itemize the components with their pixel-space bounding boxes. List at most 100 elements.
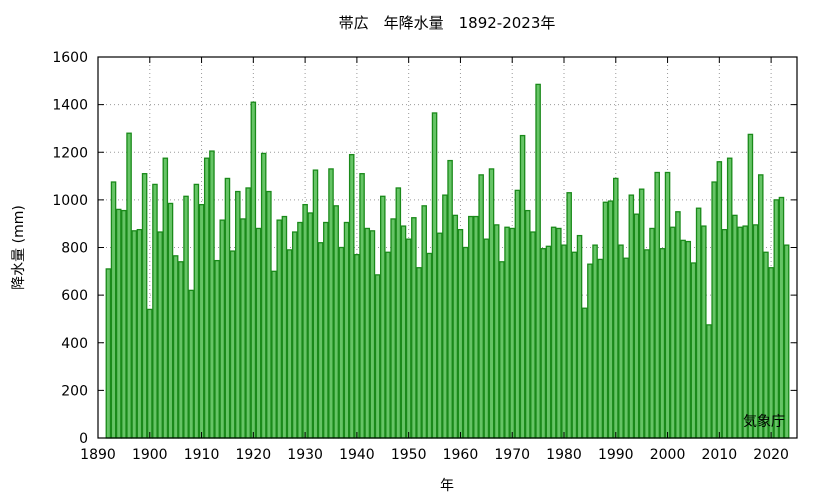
bar-1937	[338, 246, 345, 439]
bar-1992	[623, 257, 629, 439]
bar-1909	[193, 183, 200, 439]
bar-1910	[198, 203, 205, 439]
bar-2004	[685, 240, 692, 439]
bar-1993	[628, 194, 635, 439]
bar-2009	[711, 181, 717, 439]
y-tick-label: 400	[61, 336, 88, 352]
bar-2021	[773, 199, 780, 439]
bar-1989	[607, 200, 614, 439]
bar-1920	[250, 101, 257, 439]
bar-1943	[369, 230, 376, 439]
bar-1918	[240, 218, 246, 439]
y-tick-label: 0	[79, 431, 88, 447]
bar-1982	[571, 251, 578, 439]
y-axis-title: 降水量 (mm)	[11, 205, 27, 290]
bar-1963	[473, 215, 479, 439]
bar-2008	[706, 324, 712, 439]
bar-1984	[581, 307, 588, 439]
bar-1948	[395, 187, 402, 439]
bar-1994	[633, 213, 640, 439]
bar-1969	[504, 226, 510, 439]
bar-1932	[312, 169, 319, 439]
bar-1933	[317, 242, 324, 439]
x-tick-label: 1960	[443, 447, 479, 463]
bar-2023	[783, 244, 790, 439]
x-tick-label: 1970	[494, 447, 530, 463]
bar-1892	[105, 268, 112, 439]
bar-1923	[266, 190, 272, 439]
bar-1997	[649, 227, 655, 439]
bar-1972	[519, 134, 526, 439]
bar-1936	[333, 205, 339, 439]
bar-2022	[778, 196, 785, 439]
bar-1983	[576, 234, 583, 439]
bar-1949	[400, 225, 407, 439]
bar-1929	[297, 221, 303, 439]
bar-1956	[436, 232, 443, 439]
x-tick-label: 1990	[598, 447, 634, 463]
bar-1964	[478, 174, 484, 439]
bar-1988	[602, 201, 609, 439]
bar-1955	[431, 112, 438, 439]
bar-1941	[359, 173, 365, 439]
bar-2014	[737, 226, 743, 439]
bar-1908	[188, 289, 194, 439]
bar-1971	[514, 189, 521, 439]
bar-1897	[131, 230, 138, 439]
bar-1990	[613, 177, 619, 439]
bar-1944	[374, 274, 381, 439]
bar-1899	[141, 173, 148, 439]
bar-1946	[385, 251, 391, 439]
bar-1947	[390, 218, 396, 439]
x-tick-label: 1900	[132, 447, 168, 463]
bar-1977	[545, 245, 552, 439]
y-tick-label: 200	[61, 383, 88, 399]
bar-2013	[732, 214, 738, 439]
bar-2002	[675, 211, 681, 439]
bar-1913	[214, 259, 220, 439]
bar-1996	[644, 249, 650, 439]
bar-1904	[167, 202, 174, 439]
bar-1928	[291, 231, 298, 439]
bar-2007	[701, 225, 707, 439]
y-tick-label: 800	[61, 241, 88, 257]
bar-2006	[695, 207, 702, 439]
bar-1898	[136, 228, 143, 439]
bar-layer	[105, 83, 790, 439]
bar-1894	[115, 208, 122, 439]
bar-1939	[348, 153, 355, 439]
bar-2005	[690, 262, 697, 439]
bar-1954	[426, 252, 433, 439]
bar-1900	[146, 308, 153, 439]
bar-2010	[716, 161, 723, 439]
x-tick-label: 2000	[650, 447, 686, 463]
bar-1952	[416, 267, 422, 439]
bar-2020	[768, 267, 774, 439]
bar-1917	[235, 190, 241, 439]
bar-1907	[183, 195, 189, 439]
x-tick-label: 1940	[339, 447, 375, 463]
bar-1968	[499, 261, 505, 439]
y-tick-label: 1600	[52, 50, 88, 66]
bar-1934	[323, 221, 329, 439]
bar-2018	[757, 174, 764, 439]
bar-2000	[664, 171, 671, 439]
x-axis-title: 年	[440, 478, 454, 494]
bar-1953	[421, 205, 427, 439]
bar-1901	[152, 183, 158, 439]
bar-1970	[509, 227, 516, 439]
bar-1991	[618, 244, 624, 439]
x-tick-label: 1930	[287, 447, 323, 463]
x-tick-label: 1890	[80, 447, 116, 463]
bar-1893	[110, 181, 117, 439]
bar-1903	[162, 157, 169, 439]
bar-2011	[721, 228, 728, 439]
y-tick-label: 1000	[52, 193, 88, 209]
bar-1981	[566, 192, 572, 439]
bar-1973	[524, 209, 531, 439]
bar-2017	[752, 224, 759, 439]
bar-1945	[379, 195, 386, 439]
bar-2015	[742, 225, 748, 439]
bar-1930	[302, 203, 308, 439]
